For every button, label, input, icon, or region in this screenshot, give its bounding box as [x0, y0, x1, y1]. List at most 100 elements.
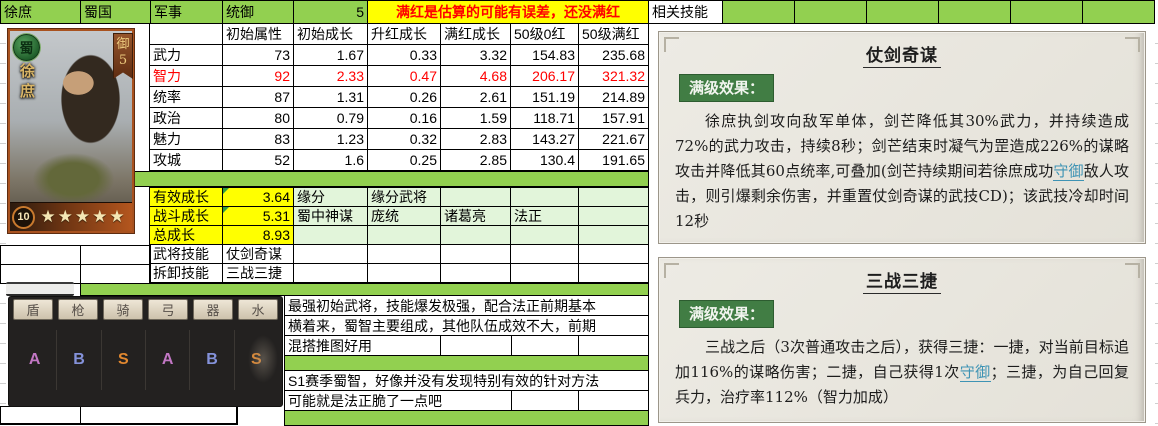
empty-cell[interactable]	[511, 188, 578, 206]
stat-label[interactable]: 武力	[150, 45, 222, 65]
stat-value[interactable]: 321.32	[579, 66, 648, 86]
column-header[interactable]: 初始属性	[223, 24, 293, 44]
stat-value[interactable]: 4.68	[441, 66, 510, 86]
stat-value[interactable]: 92	[223, 66, 293, 86]
stat-value[interactable]: 1.31	[294, 87, 367, 107]
stat-value[interactable]: 1.59	[441, 108, 510, 128]
column-header[interactable]: 50级满红	[579, 24, 648, 44]
skill-row-value[interactable]: 仗剑奇谋	[223, 245, 293, 263]
stat-value[interactable]: 157.91	[579, 108, 648, 128]
empty-cell[interactable]	[294, 245, 367, 263]
growth-label[interactable]: 总成长	[150, 226, 222, 244]
empty-cell[interactable]	[579, 207, 648, 225]
comment-line[interactable]: 横着来，蜀智主要组成，其他队伍成效不大，前期	[285, 316, 648, 335]
column-header[interactable]: 初始成长	[294, 24, 367, 44]
stat-label[interactable]: 魅力	[150, 129, 222, 149]
cell-related-skills[interactable]: 相关技能	[649, 1, 722, 23]
stat-label[interactable]: 智力	[150, 66, 222, 86]
stat-value[interactable]: 73	[223, 45, 293, 65]
fate-header[interactable]: 缘分武将	[368, 188, 440, 206]
empty-cell[interactable]	[441, 188, 510, 206]
general-portrait-card[interactable]: 蜀 徐庶 御 5 10 ★★★★★	[8, 29, 134, 233]
cell-category[interactable]: 军事	[151, 1, 222, 23]
comment-line[interactable]: 混搭推图好用	[285, 336, 648, 355]
stat-value[interactable]: 214.89	[579, 87, 648, 107]
skill-row-label[interactable]: 武将技能	[150, 245, 222, 263]
empty-cell[interactable]	[294, 264, 367, 282]
troop-proficiency-image[interactable]: 盾 枪 骑 弓 器 水 A B S A B S	[8, 296, 283, 407]
empty-cell[interactable]	[81, 407, 236, 423]
fate-general[interactable]: 法正	[511, 207, 578, 225]
stat-value[interactable]: 0.47	[368, 66, 440, 86]
comment-line[interactable]: 最强初始武将，技能爆发极强，配合法正前期基本	[285, 296, 648, 315]
empty-cell[interactable]	[723, 1, 794, 23]
stat-value[interactable]: 0.32	[368, 129, 440, 149]
empty-cell[interactable]	[368, 245, 440, 263]
empty-cell[interactable]	[441, 264, 510, 282]
empty-cell[interactable]	[511, 226, 578, 244]
comment-line[interactable]: S1赛季蜀智，好像并没有发现特别有效的针对方法	[285, 371, 648, 390]
growth-label[interactable]: 战斗成长	[150, 207, 222, 225]
empty-cell[interactable]	[939, 1, 1010, 23]
column-header[interactable]: 满红成长	[441, 24, 510, 44]
stat-value[interactable]: 1.67	[294, 45, 367, 65]
stat-label[interactable]: 政治	[150, 108, 222, 128]
stat-value[interactable]: 2.61	[441, 87, 510, 107]
growth-value[interactable]: 5.31	[223, 207, 293, 225]
stat-value[interactable]: 1.6	[294, 150, 367, 170]
stat-value[interactable]: 118.71	[511, 108, 578, 128]
empty-cell[interactable]	[441, 245, 510, 263]
fate-general[interactable]: 诸葛亮	[441, 207, 510, 225]
stat-value[interactable]: 52	[223, 150, 293, 170]
empty-cell[interactable]	[1083, 1, 1154, 23]
stat-value[interactable]: 83	[223, 129, 293, 149]
empty-cell[interactable]	[368, 264, 440, 282]
empty-cell[interactable]	[579, 245, 648, 263]
stat-value[interactable]: 151.19	[511, 87, 578, 107]
stat-value[interactable]: 2.85	[441, 150, 510, 170]
empty-cell[interactable]	[579, 264, 648, 282]
stat-value[interactable]: 143.27	[511, 129, 578, 149]
empty-cell[interactable]	[867, 1, 938, 23]
stat-value[interactable]: 221.67	[579, 129, 648, 149]
stat-label[interactable]: 攻城	[150, 150, 222, 170]
empty-cell[interactable]	[1, 246, 80, 264]
empty-cell[interactable]	[579, 188, 648, 206]
empty-cell[interactable]	[81, 246, 149, 264]
empty-cell[interactable]	[150, 24, 222, 44]
stat-value[interactable]: 235.68	[579, 45, 648, 65]
cell-faction[interactable]: 蜀国	[81, 1, 150, 23]
stat-value[interactable]: 0.33	[368, 45, 440, 65]
empty-cell[interactable]	[294, 226, 367, 244]
empty-cell[interactable]	[511, 264, 578, 282]
skill-row-value[interactable]: 三战三捷	[223, 264, 293, 282]
empty-cell[interactable]	[81, 265, 149, 283]
stat-value[interactable]: 0.25	[368, 150, 440, 170]
stat-value[interactable]: 1.23	[294, 129, 367, 149]
fate-general[interactable]: 庞统	[368, 207, 440, 225]
skill-row-label[interactable]: 拆卸技能	[150, 264, 222, 282]
fate-header[interactable]: 缘分	[294, 188, 367, 206]
empty-cell[interactable]	[1, 265, 80, 283]
stat-value[interactable]: 130.4	[511, 150, 578, 170]
cell-note[interactable]: 满红是估算的可能有误差，还没满红	[368, 1, 648, 23]
growth-label[interactable]: 有效成长	[150, 188, 222, 206]
growth-value[interactable]: 8.93	[223, 226, 293, 244]
stat-value[interactable]: 191.65	[579, 150, 648, 170]
cell-stat-value[interactable]: 5	[294, 1, 367, 23]
stat-value[interactable]: 2.83	[441, 129, 510, 149]
column-header[interactable]: 升红成长	[368, 24, 440, 44]
stat-label[interactable]: 统率	[150, 87, 222, 107]
stat-value[interactable]: 154.83	[511, 45, 578, 65]
column-header[interactable]: 50级0红	[511, 24, 578, 44]
comment-line[interactable]: 可能就是法正脆了一点吧	[285, 391, 648, 410]
empty-cell[interactable]	[511, 245, 578, 263]
empty-cell[interactable]	[368, 226, 440, 244]
stat-value[interactable]: 80	[223, 108, 293, 128]
stat-value[interactable]: 0.26	[368, 87, 440, 107]
stat-value[interactable]: 0.79	[294, 108, 367, 128]
stat-value[interactable]: 2.33	[294, 66, 367, 86]
empty-cell[interactable]	[1, 407, 80, 423]
stat-value[interactable]: 0.16	[368, 108, 440, 128]
growth-value[interactable]: 3.64	[223, 188, 293, 206]
